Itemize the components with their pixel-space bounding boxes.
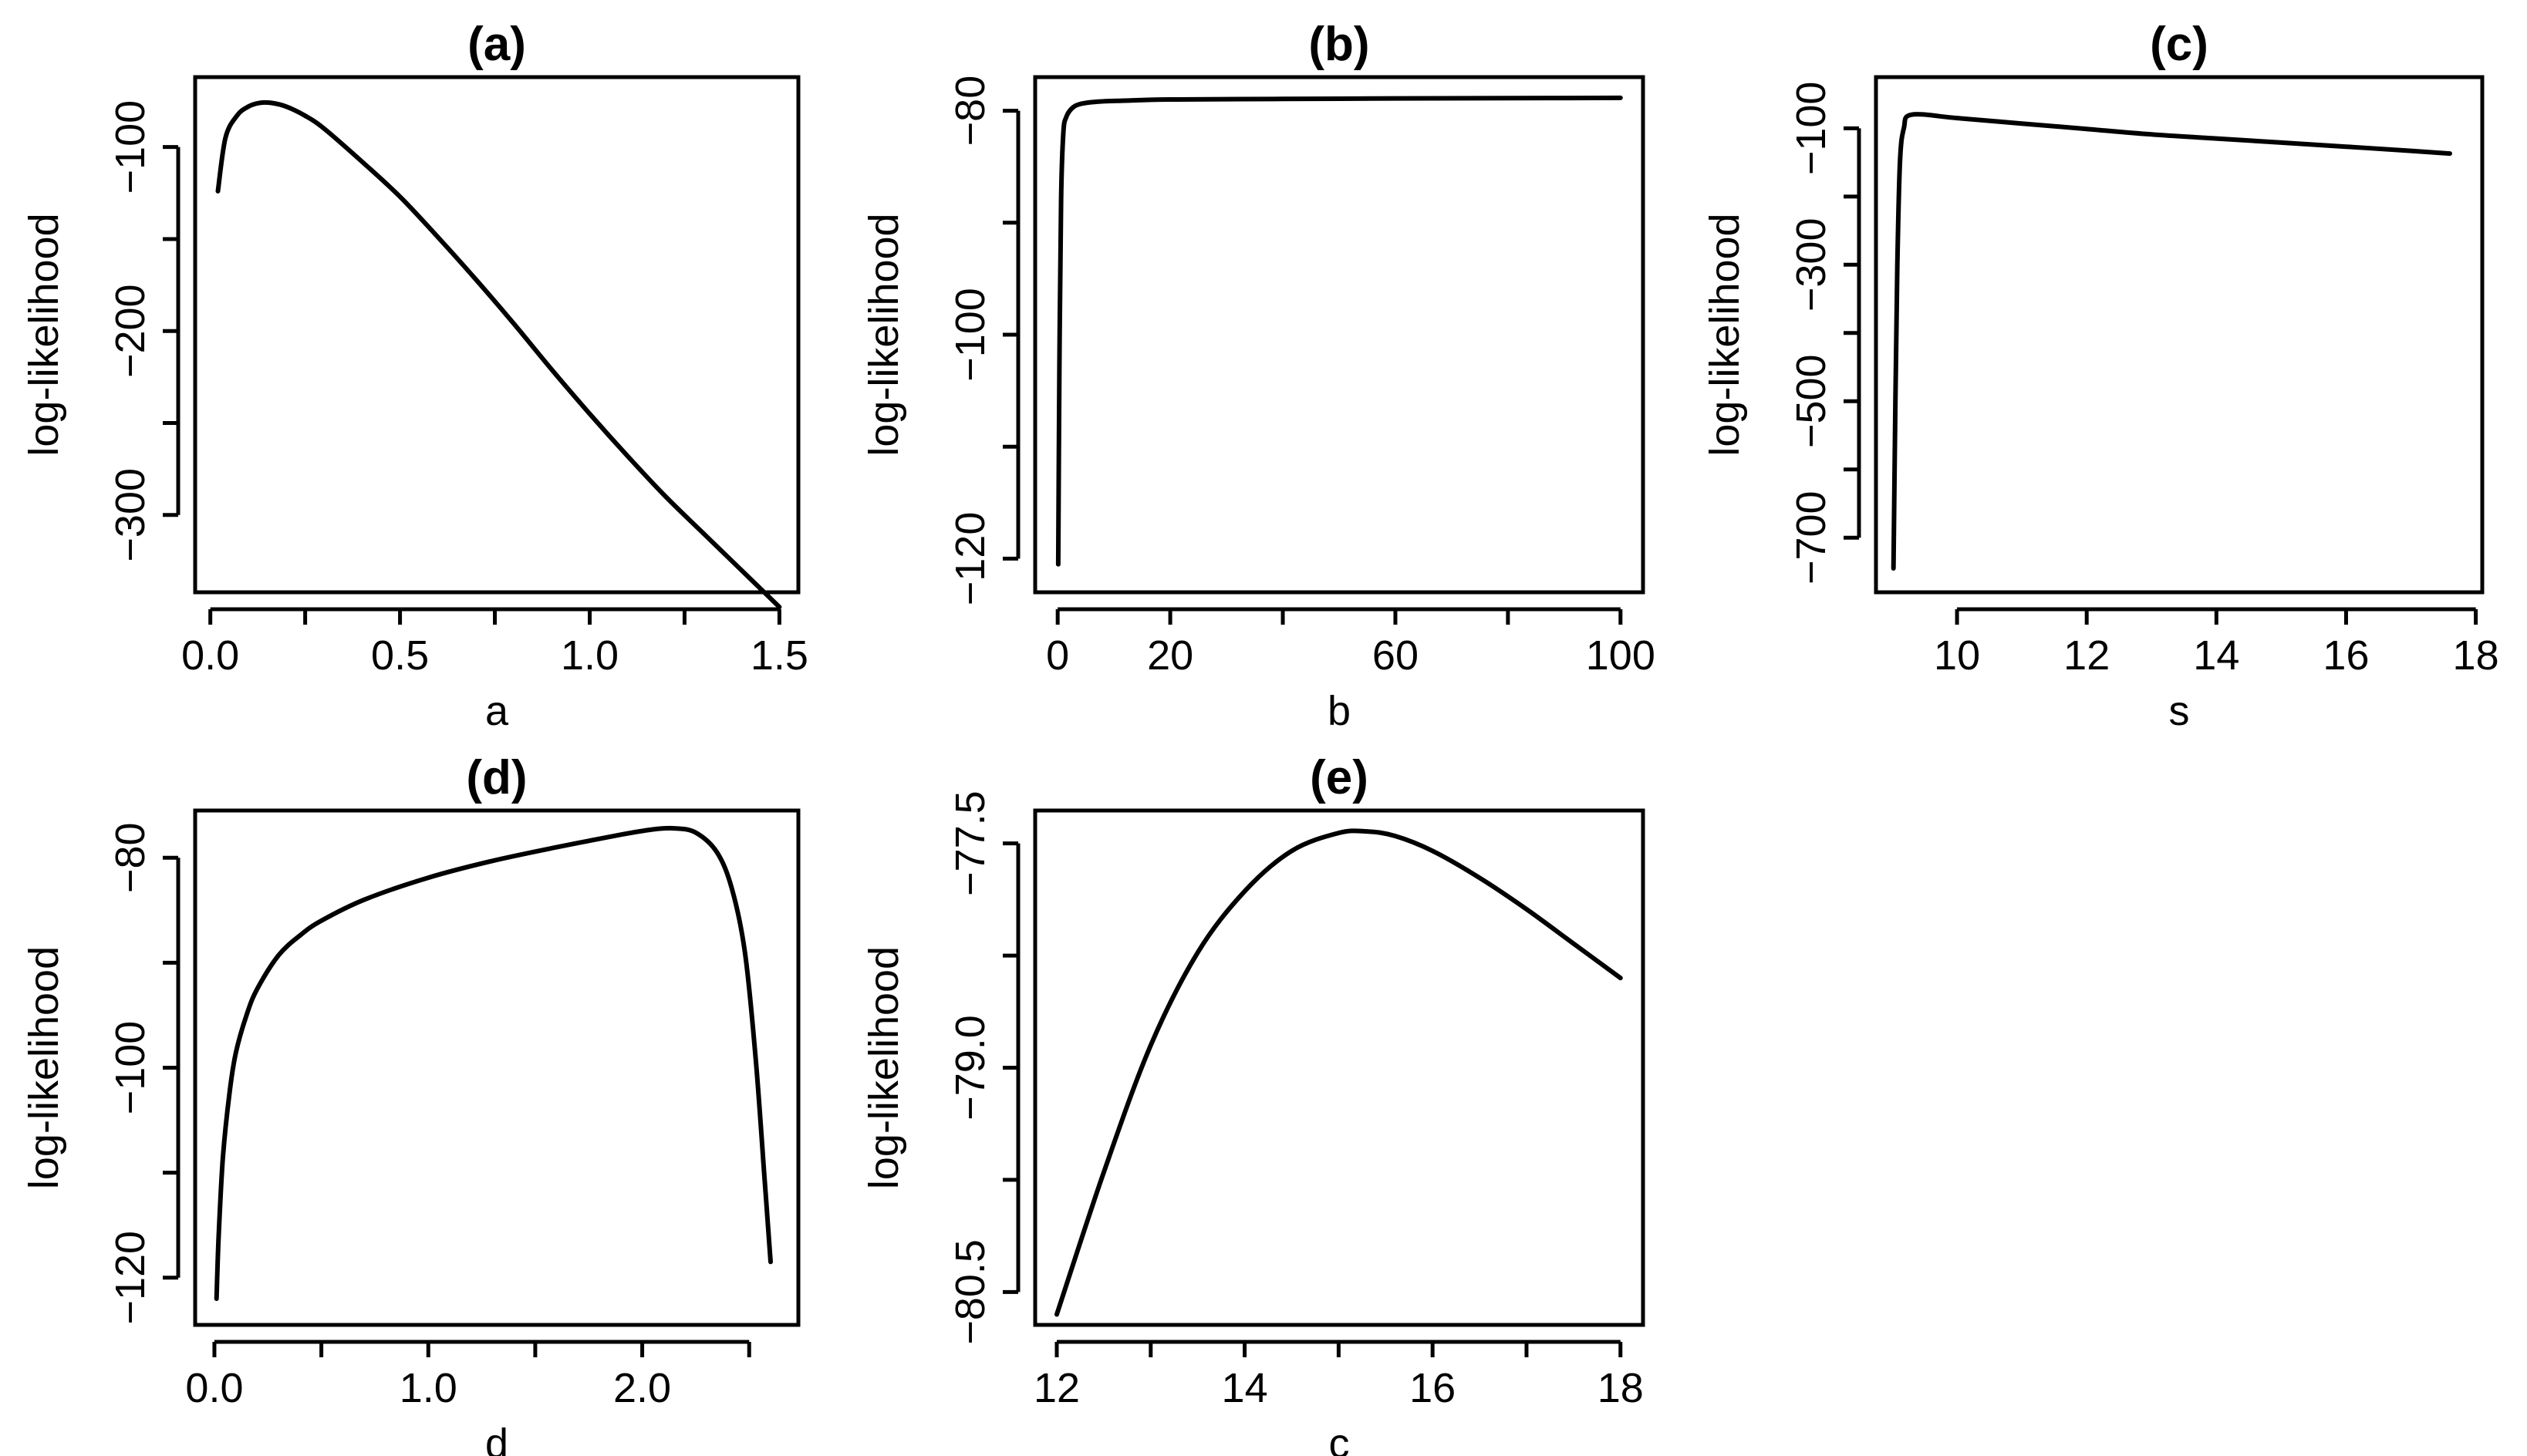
y-tick-label: −300 (1788, 217, 1834, 312)
plot-frame (1033, 808, 1645, 1327)
x-tick-label: 0.5 (371, 632, 429, 679)
x-tick-label: 18 (2453, 632, 2499, 679)
panel-title: (e) (1310, 751, 1368, 804)
x-tick-label: 14 (1222, 1365, 1268, 1411)
y-axis-label: log-likelihood (861, 213, 907, 456)
y-tick-label: −100 (107, 1021, 154, 1115)
plot-frame (1033, 75, 1645, 595)
x-axis-label: b (1328, 688, 1351, 734)
series-line (1055, 95, 1623, 567)
y-axis-label: log-likelihood (21, 946, 67, 1189)
series-line (1054, 828, 1623, 1317)
panel-d: (d) 0.0 1.0 2.0 d −80 −100 −120 log-likelihood (21, 751, 801, 1456)
plot-frame (193, 808, 801, 1327)
series-line (1891, 112, 2452, 571)
y-tick-label: −500 (1788, 354, 1834, 448)
plot-frame (1874, 75, 2485, 595)
x-axis-label: s (2169, 688, 2190, 734)
x-tick-label: 1.0 (400, 1365, 457, 1411)
y-tick-label: −120 (107, 1231, 154, 1325)
x-tick-label: 12 (2063, 632, 2110, 679)
y-tick-label: −100 (947, 288, 994, 382)
x-tick-label: 2.0 (613, 1365, 671, 1411)
y-tick-label: −300 (107, 468, 154, 562)
panel-title: (a) (467, 18, 526, 71)
x-axis-label: d (485, 1421, 508, 1456)
x-tick-label: 0.0 (181, 632, 239, 679)
x-tick-label: 14 (2193, 632, 2239, 679)
x-tick-label: 12 (1034, 1365, 1080, 1411)
plot-frame (193, 75, 801, 595)
y-tick-label: −200 (107, 284, 154, 378)
x-axis-label: a (485, 688, 509, 734)
y-tick-label: −77.5 (947, 790, 994, 896)
x-tick-label: 20 (1147, 632, 1193, 679)
x-tick-label: 1.0 (561, 632, 619, 679)
x-axis-label: c (1329, 1421, 1350, 1456)
panel-a: (a) 0.0 0.5 1.0 1.5 a −100 −200 −300 log-likeliho… (21, 18, 808, 734)
y-tick-label: −80.5 (947, 1239, 994, 1345)
x-tick-label: 0 (1046, 632, 1069, 679)
y-tick-label: −100 (1788, 82, 1834, 176)
y-tick-label: −120 (947, 512, 994, 606)
y-axis-label: log-likelihood (1702, 213, 1748, 456)
panel-title: (b) (1308, 18, 1369, 71)
series-line (214, 825, 773, 1301)
panel-e: (e) 12 14 16 18 c −77.5 −79.0 −80.5 log-likelihoo… (861, 751, 1645, 1456)
panel-c: (c) 10 12 14 16 18 s −100 −300 −500 −700 log-likeli… (1702, 18, 2499, 734)
x-tick-label: 100 (1586, 632, 1655, 679)
y-tick-label: −80 (107, 822, 154, 893)
x-tick-label: 18 (1598, 1365, 1644, 1411)
x-tick-label: 16 (1409, 1365, 1456, 1411)
panel-title: (d) (466, 751, 527, 804)
panel-b: (b) 0 20 60 100 b −80 −100 −120 log-likelihood (861, 18, 1655, 734)
x-tick-label: 60 (1372, 632, 1419, 679)
panel-title: (c) (2150, 18, 2208, 71)
x-tick-label: 16 (2323, 632, 2369, 679)
x-tick-label: 1.5 (751, 632, 808, 679)
y-axis-label: log-likelihood (21, 213, 67, 456)
y-tick-label: −700 (1788, 490, 1834, 585)
x-tick-label: 0.0 (185, 1365, 243, 1411)
y-tick-label: −80 (947, 76, 994, 147)
x-tick-label: 10 (1934, 632, 1980, 679)
y-tick-label: −100 (107, 100, 154, 194)
series-line (215, 99, 782, 610)
y-axis-label: log-likelihood (861, 946, 907, 1189)
y-tick-label: −79.0 (947, 1015, 994, 1121)
